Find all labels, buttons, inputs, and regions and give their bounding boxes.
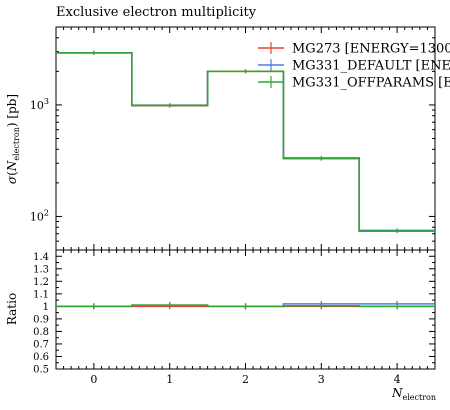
x-axis-label: Nelectron — [391, 386, 436, 402]
x-ticks — [55, 27, 436, 369]
ratio-y-tick-label: 0.9 — [33, 314, 49, 325]
ratio-series-group — [56, 300, 435, 310]
main-y-tick-labels: 102 103 — [30, 97, 49, 223]
chart-title: Exclusive electron multiplicity — [56, 5, 257, 20]
ratio-y-tick-label: 0.5 — [33, 365, 49, 376]
x-tick-label: 2 — [242, 373, 249, 386]
legend: MG273 [ENERGY=13000] MG331_DEFAULT [ENERG… — [258, 42, 450, 91]
ratio-y-tick-label: 0.8 — [33, 327, 49, 338]
x-tick-label: 4 — [394, 373, 401, 386]
x-tick-label: 3 — [318, 373, 325, 386]
legend-label-2: MG331_OFFPARAMS [ENERGY=13000] — [292, 76, 450, 91]
main-series-group — [56, 50, 435, 234]
x-tick-label: 0 — [90, 373, 97, 386]
ratio-y-tick-label: 0.6 — [33, 352, 49, 363]
legend-label-0: MG273 [ENERGY=13000] — [292, 42, 450, 57]
x-tick-label: 1 — [166, 373, 173, 386]
ratio-axis-label: Ratio — [5, 293, 19, 325]
ratio-y-tick-label: 1.2 — [33, 277, 49, 288]
legend-label-1: MG331_DEFAULT [ENERGY=13000] — [292, 59, 450, 74]
main-y-tick-label: 103 — [30, 97, 49, 112]
main-y-ticks — [56, 26, 435, 251]
ratio-y-tick-label: 0.7 — [33, 339, 49, 350]
ratio-y-tick-label: 1.1 — [33, 289, 49, 300]
ratio-y-tick-labels: 0.5 0.6 0.70.8 0.91 1.11.2 1.31.4 — [33, 252, 49, 376]
y-axis-label: σ(Nelectron) [pb] — [5, 94, 21, 184]
ratio-y-ticks — [56, 255, 435, 370]
ratio-plot-frame — [55, 249, 436, 370]
x-tick-labels: 0 1 2 3 4 — [90, 373, 400, 386]
ratio-y-tick-label: 1.3 — [33, 264, 49, 275]
ratio-y-tick-label: 1 — [43, 302, 49, 313]
ratio-y-tick-label: 1.4 — [33, 252, 49, 263]
main-y-tick-label: 102 — [30, 208, 49, 223]
